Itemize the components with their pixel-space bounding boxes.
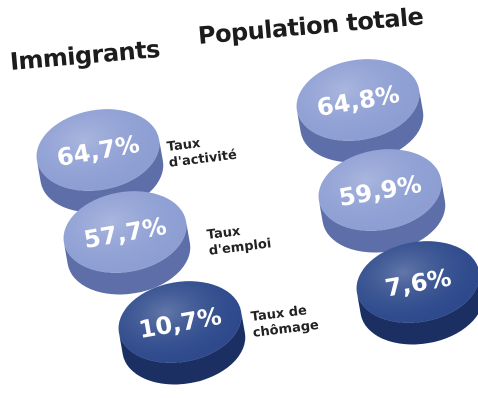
disc-highlight-0-1 [63,191,187,273]
disc-0-1: 57,7% [63,191,191,295]
disc-highlight-0-2 [118,281,242,363]
disc-0-0: 64,7% [36,109,164,213]
disc-side-1-0 [296,89,424,163]
disc-1-2: 7,6% [356,241,478,345]
disc-1-1: 59,9% [318,149,446,253]
disc-highlight-1-0 [296,59,420,141]
disc-side-0-2 [118,311,246,385]
disc-side-1-1 [318,179,446,253]
disc-0-2: 10,7% [118,281,246,385]
disc-side-0-1 [63,221,191,295]
disc-side-1-2 [356,271,478,345]
disc-1-0: 64,8% [296,59,424,163]
disc-highlight-1-2 [356,241,478,323]
disc-highlight-1-1 [318,149,442,231]
disc-highlight-0-0 [36,109,160,191]
